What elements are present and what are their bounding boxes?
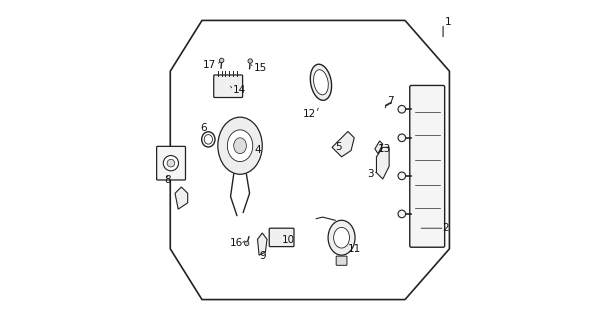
Ellipse shape	[202, 132, 215, 147]
Ellipse shape	[234, 138, 246, 154]
Text: 6: 6	[200, 123, 207, 133]
Text: 4: 4	[254, 146, 261, 156]
FancyBboxPatch shape	[270, 228, 294, 247]
Text: 9: 9	[260, 251, 266, 261]
FancyBboxPatch shape	[410, 85, 445, 247]
Text: 3: 3	[367, 169, 373, 179]
Ellipse shape	[310, 64, 331, 100]
Text: 10: 10	[282, 235, 295, 245]
Circle shape	[220, 58, 224, 63]
Circle shape	[167, 159, 175, 167]
Ellipse shape	[204, 135, 212, 144]
Text: 13: 13	[378, 144, 392, 154]
Circle shape	[398, 105, 405, 113]
Text: 15: 15	[253, 63, 266, 73]
FancyBboxPatch shape	[157, 146, 186, 180]
Circle shape	[398, 172, 405, 180]
FancyBboxPatch shape	[336, 256, 347, 265]
Circle shape	[398, 134, 405, 142]
Circle shape	[248, 59, 253, 63]
Ellipse shape	[314, 70, 328, 95]
Text: 1: 1	[445, 17, 451, 27]
Text: 14: 14	[233, 85, 246, 95]
Circle shape	[163, 156, 178, 171]
Ellipse shape	[218, 117, 262, 174]
Polygon shape	[257, 233, 267, 255]
Text: 7: 7	[387, 96, 393, 106]
Text: 16: 16	[229, 238, 243, 248]
Polygon shape	[375, 141, 383, 154]
FancyBboxPatch shape	[214, 75, 243, 98]
Text: 2: 2	[443, 223, 449, 233]
Text: 8: 8	[164, 175, 171, 185]
Ellipse shape	[228, 130, 253, 162]
Ellipse shape	[328, 220, 355, 255]
Polygon shape	[175, 187, 188, 209]
Circle shape	[245, 241, 249, 246]
Text: 5: 5	[335, 142, 342, 152]
Text: 17: 17	[203, 60, 216, 70]
Ellipse shape	[334, 228, 350, 248]
Text: 11: 11	[348, 244, 361, 254]
Circle shape	[398, 210, 405, 218]
Polygon shape	[376, 147, 389, 179]
Polygon shape	[332, 132, 354, 157]
Text: 12: 12	[303, 109, 316, 119]
